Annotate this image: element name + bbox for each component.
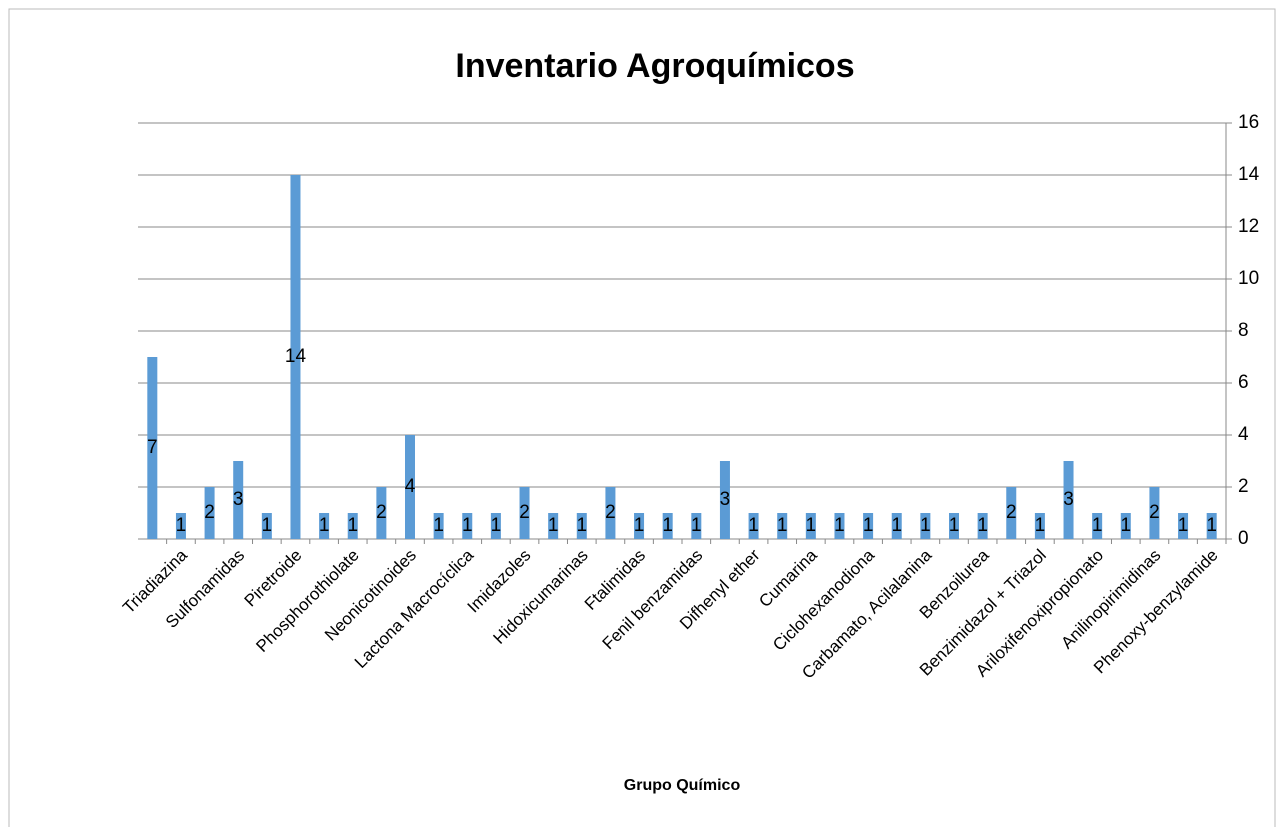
bar [863, 513, 874, 539]
data-label: 2 [376, 502, 387, 523]
data-label: 14 [285, 346, 307, 367]
data-label: 1 [548, 515, 559, 536]
data-label: 1 [634, 515, 645, 536]
data-label: 1 [491, 515, 502, 536]
data-label: 2 [1149, 502, 1160, 523]
bar [576, 513, 587, 539]
bar [1063, 461, 1074, 539]
data-label: 1 [748, 515, 759, 536]
bar [319, 513, 330, 539]
data-label: 1 [262, 515, 273, 536]
bar [376, 487, 387, 539]
bar [347, 513, 358, 539]
bar [605, 487, 616, 539]
y-tick-label: 14 [1238, 164, 1260, 185]
bar [891, 513, 902, 539]
data-label: 7 [147, 437, 158, 458]
y-tick-label: 8 [1238, 320, 1249, 341]
data-label: 2 [1006, 502, 1017, 523]
data-label: 2 [204, 502, 215, 523]
data-label: 3 [1063, 489, 1074, 510]
y-tick-label: 10 [1238, 268, 1259, 289]
bar [147, 357, 158, 539]
data-label: 3 [720, 489, 731, 510]
data-label: 1 [319, 515, 330, 536]
data-label: 1 [977, 515, 988, 536]
data-label: 1 [347, 515, 358, 536]
bar [1034, 513, 1045, 539]
data-label: 1 [949, 515, 960, 536]
x-axis-title: Grupo Químico [624, 777, 741, 794]
bar [834, 513, 845, 539]
bar [949, 513, 959, 539]
bar [462, 513, 473, 539]
bar [233, 461, 244, 539]
bar [1149, 487, 1160, 539]
bar [519, 487, 530, 539]
data-label: 1 [920, 515, 931, 536]
bar [1178, 513, 1189, 539]
bar [548, 513, 559, 539]
data-label: 3 [233, 489, 244, 510]
data-label: 4 [405, 476, 416, 497]
bar [204, 487, 215, 539]
chart-frame [8, 8, 1276, 830]
chart-title: Inventario Agroquímicos [455, 47, 854, 85]
bar [405, 435, 415, 539]
data-label: 1 [462, 515, 473, 536]
bar [1206, 513, 1217, 539]
data-label: 1 [806, 515, 817, 536]
data-label: 1 [891, 515, 902, 536]
bar [1006, 487, 1017, 539]
bar [662, 513, 673, 539]
bar [748, 513, 759, 539]
y-tick-label: 16 [1238, 112, 1259, 133]
bar [634, 513, 645, 539]
data-label: 2 [519, 502, 530, 523]
bar [691, 513, 702, 539]
y-tick-label: 2 [1238, 476, 1249, 497]
data-label: 1 [1206, 515, 1217, 536]
bar [290, 175, 301, 539]
data-label: 1 [433, 515, 444, 536]
data-label: 1 [777, 515, 788, 536]
data-label: 1 [176, 515, 187, 536]
y-tick-label: 0 [1238, 528, 1249, 549]
bar [175, 513, 186, 539]
bar [261, 513, 272, 539]
data-label: 1 [1092, 515, 1103, 536]
data-label: 1 [1035, 515, 1046, 536]
data-label: 1 [863, 515, 874, 536]
bar [777, 513, 788, 539]
data-label: 1 [1178, 515, 1189, 536]
bar [805, 513, 816, 539]
bar [433, 513, 444, 539]
bar [1120, 513, 1131, 539]
data-label: 1 [834, 515, 845, 536]
bar [977, 513, 988, 539]
data-label: 1 [1121, 515, 1132, 536]
bar [920, 513, 931, 539]
y-tick-label: 12 [1238, 216, 1259, 237]
data-label: 2 [605, 502, 616, 523]
data-label: 1 [691, 515, 702, 536]
y-tick-label: 6 [1238, 372, 1249, 393]
data-label: 1 [577, 515, 588, 536]
y-tick-label: 4 [1238, 424, 1249, 445]
data-label: 1 [662, 515, 673, 536]
bar [719, 461, 730, 539]
bar [1092, 513, 1103, 539]
bar [490, 513, 501, 539]
